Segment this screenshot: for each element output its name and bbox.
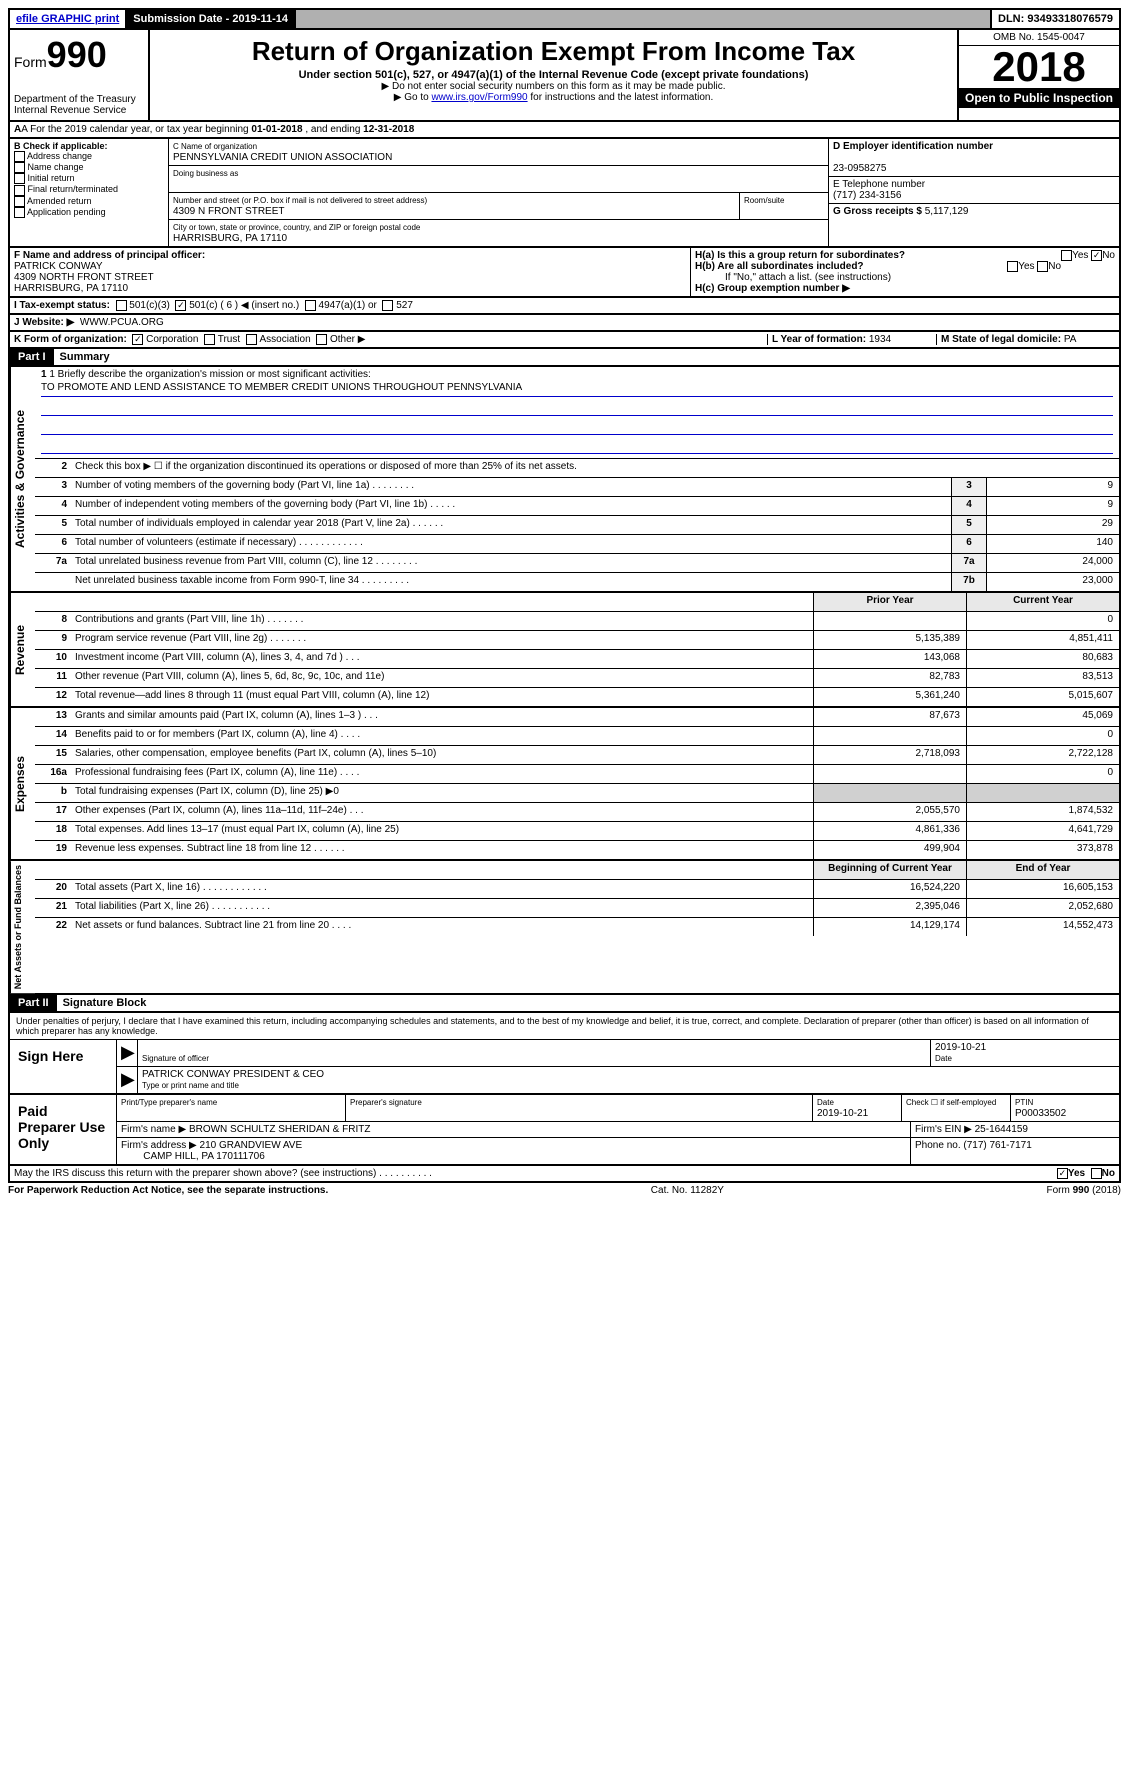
- box-d-ein: D Employer identification number 23-0958…: [829, 139, 1119, 177]
- table-row: 14Benefits paid to or for members (Part …: [35, 727, 1119, 746]
- part1-revenue: Revenue Prior Year Current Year 8Contrib…: [8, 593, 1121, 708]
- part-1-header: Part I Summary: [8, 349, 1121, 367]
- table-row: 15Salaries, other compensation, employee…: [35, 746, 1119, 765]
- topbar-spacer: [296, 10, 992, 28]
- table-row: 10Investment income (Part VIII, column (…: [35, 650, 1119, 669]
- org-name-cell: C Name of organization PENNSYLVANIA CRED…: [169, 139, 828, 166]
- ssn-note: ▶ Do not enter social security numbers o…: [154, 81, 953, 92]
- irs-link[interactable]: www.irs.gov/Form990: [431, 92, 527, 103]
- dln: DLN: 93493318076579: [992, 10, 1119, 28]
- discuss-row: May the IRS discuss this return with the…: [8, 1166, 1121, 1183]
- goto-note: ▶ Go to www.irs.gov/Form990 for instruct…: [154, 92, 953, 103]
- table-row: 22Net assets or fund balances. Subtract …: [35, 918, 1119, 936]
- part1-governance: Activities & Governance 1 1 Briefly desc…: [8, 367, 1121, 593]
- table-row: 4Number of independent voting members of…: [35, 497, 1119, 516]
- table-row: 16aProfessional fundraising fees (Part I…: [35, 765, 1119, 784]
- table-row: 12Total revenue—add lines 8 through 11 (…: [35, 688, 1119, 706]
- box-b-checklist: B Check if applicable: Address change Na…: [10, 139, 169, 246]
- row-klm: K Form of organization: ✓ Corporation Tr…: [8, 332, 1121, 349]
- table-row: 7aTotal unrelated business revenue from …: [35, 554, 1119, 573]
- perjury-declaration: Under penalties of perjury, I declare th…: [10, 1013, 1119, 1039]
- address-row: Number and street (or P.O. box if mail i…: [169, 193, 828, 220]
- row-f-h: F Name and address of principal officer:…: [8, 248, 1121, 298]
- form-number: Form990: [14, 34, 144, 76]
- box-e-phone: E Telephone number (717) 234-3156: [829, 177, 1119, 204]
- signature-block: Under penalties of perjury, I declare th…: [8, 1013, 1121, 1166]
- top-bar: efile GRAPHIC print Submission Date - 20…: [8, 8, 1121, 30]
- table-row: 9Program service revenue (Part VIII, lin…: [35, 631, 1119, 650]
- table-row: 5Total number of individuals employed in…: [35, 516, 1119, 535]
- table-row: bTotal fundraising expenses (Part IX, co…: [35, 784, 1119, 803]
- sign-here-label: Sign Here: [10, 1040, 117, 1093]
- row-i-tax-status: I Tax-exempt status: 501(c)(3) ✓ 501(c) …: [8, 298, 1121, 315]
- table-row: 6Total number of volunteers (estimate if…: [35, 535, 1119, 554]
- row-a-tax-year: AA For the 2019 calendar year, or tax ye…: [8, 122, 1121, 139]
- table-row: 19Revenue less expenses. Subtract line 1…: [35, 841, 1119, 859]
- table-row: 3Number of voting members of the governi…: [35, 478, 1119, 497]
- tax-year: 2018: [959, 46, 1119, 88]
- city-cell: City or town, state or province, country…: [169, 220, 828, 246]
- form-title: Return of Organization Exempt From Incom…: [154, 36, 953, 67]
- part-2-header: Part II Signature Block: [8, 995, 1121, 1013]
- part1-netassets: Net Assets or Fund Balances Beginning of…: [8, 861, 1121, 995]
- side-net: Net Assets or Fund Balances: [10, 861, 35, 993]
- table-row: 13Grants and similar amounts paid (Part …: [35, 708, 1119, 727]
- form-header: Form990 Department of the Treasury Inter…: [8, 30, 1121, 122]
- side-governance: Activities & Governance: [10, 367, 35, 591]
- form-subtitle: Under section 501(c), 527, or 4947(a)(1)…: [154, 69, 953, 81]
- table-row: 11Other revenue (Part VIII, column (A), …: [35, 669, 1119, 688]
- table-row: 20Total assets (Part X, line 16) . . . .…: [35, 880, 1119, 899]
- submission-date: Submission Date - 2019-11-14: [127, 10, 296, 28]
- dba-cell: Doing business as: [169, 166, 828, 193]
- open-to-public: Open to Public Inspection: [959, 88, 1119, 108]
- footer: For Paperwork Reduction Act Notice, see …: [8, 1183, 1121, 1198]
- efile-link[interactable]: efile GRAPHIC print: [10, 10, 127, 28]
- side-revenue: Revenue: [10, 593, 35, 706]
- entity-block: B Check if applicable: Address change Na…: [8, 139, 1121, 248]
- row-j-website: J Website: ▶ WWW.PCUA.ORG: [8, 315, 1121, 332]
- table-row: 18Total expenses. Add lines 13–17 (must …: [35, 822, 1119, 841]
- table-row: 21Total liabilities (Part X, line 26) . …: [35, 899, 1119, 918]
- table-row: Net unrelated business taxable income fr…: [35, 573, 1119, 591]
- dept-treasury: Department of the Treasury Internal Reve…: [14, 94, 144, 116]
- side-expenses: Expenses: [10, 708, 35, 859]
- box-g-receipts: G Gross receipts $ 5,117,129: [829, 204, 1119, 219]
- table-row: 8Contributions and grants (Part VIII, li…: [35, 612, 1119, 631]
- part1-expenses: Expenses 13Grants and similar amounts pa…: [8, 708, 1121, 861]
- table-row: 17Other expenses (Part IX, column (A), l…: [35, 803, 1119, 822]
- paid-preparer-label: Paid Preparer Use Only: [10, 1095, 117, 1164]
